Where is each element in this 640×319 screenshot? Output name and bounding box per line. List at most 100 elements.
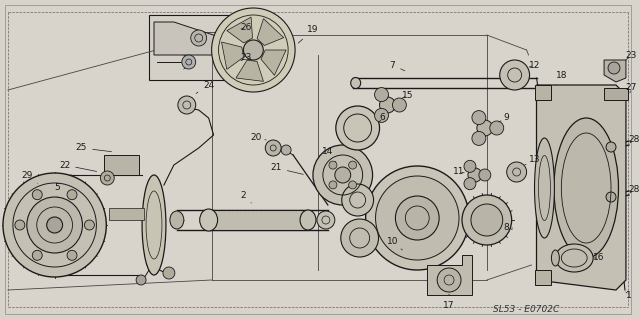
Circle shape <box>317 211 335 229</box>
Circle shape <box>437 268 461 292</box>
Circle shape <box>136 275 146 285</box>
Text: 17: 17 <box>444 294 455 309</box>
Text: 24: 24 <box>196 80 214 93</box>
Text: SL53 - E0702C: SL53 - E0702C <box>493 306 560 315</box>
Circle shape <box>335 167 351 183</box>
Text: 16: 16 <box>593 254 605 263</box>
Polygon shape <box>604 88 628 100</box>
Circle shape <box>462 195 511 245</box>
Text: 25: 25 <box>76 144 111 152</box>
Circle shape <box>3 173 106 277</box>
Polygon shape <box>604 60 626 82</box>
Circle shape <box>178 96 196 114</box>
Circle shape <box>500 60 529 90</box>
Circle shape <box>374 108 388 122</box>
Text: 23: 23 <box>625 50 637 60</box>
Circle shape <box>336 106 380 150</box>
Circle shape <box>477 120 493 136</box>
Ellipse shape <box>142 175 166 275</box>
Text: 28: 28 <box>628 136 639 145</box>
Ellipse shape <box>554 118 618 258</box>
Circle shape <box>468 168 482 182</box>
Text: 12: 12 <box>529 61 540 70</box>
Circle shape <box>67 190 77 200</box>
Circle shape <box>608 62 620 74</box>
Circle shape <box>376 176 459 260</box>
Ellipse shape <box>351 78 361 88</box>
Text: 27: 27 <box>625 84 637 93</box>
Polygon shape <box>209 210 308 230</box>
Circle shape <box>365 166 469 270</box>
Text: 8: 8 <box>504 224 513 233</box>
Polygon shape <box>261 50 286 75</box>
Ellipse shape <box>200 209 218 231</box>
Circle shape <box>606 192 616 202</box>
Circle shape <box>340 219 378 257</box>
Text: 22: 22 <box>59 160 97 171</box>
Circle shape <box>212 8 295 92</box>
Text: 26: 26 <box>241 23 252 32</box>
Circle shape <box>67 250 77 260</box>
Text: 11: 11 <box>453 167 465 176</box>
Text: 1: 1 <box>626 291 632 300</box>
Circle shape <box>374 88 388 102</box>
Polygon shape <box>536 85 626 290</box>
Circle shape <box>27 197 83 253</box>
Circle shape <box>479 169 491 181</box>
Ellipse shape <box>556 244 593 272</box>
Circle shape <box>342 184 374 216</box>
Text: 28: 28 <box>628 186 639 195</box>
Text: 2: 2 <box>241 190 252 203</box>
Text: 29: 29 <box>21 170 38 183</box>
Circle shape <box>163 267 175 279</box>
Circle shape <box>329 181 337 189</box>
Circle shape <box>281 145 291 155</box>
Circle shape <box>47 217 63 233</box>
Ellipse shape <box>534 138 554 238</box>
Text: 23: 23 <box>241 54 252 63</box>
Text: 21: 21 <box>271 164 303 174</box>
Text: 20: 20 <box>251 133 266 143</box>
Polygon shape <box>221 42 244 70</box>
Text: 15: 15 <box>401 91 413 100</box>
Circle shape <box>396 196 439 240</box>
Circle shape <box>32 190 42 200</box>
Circle shape <box>380 97 396 113</box>
Text: 13: 13 <box>525 155 540 165</box>
Circle shape <box>243 40 263 60</box>
Polygon shape <box>534 270 552 285</box>
Ellipse shape <box>300 210 316 230</box>
Circle shape <box>313 145 372 205</box>
Polygon shape <box>154 22 228 55</box>
Polygon shape <box>104 155 139 175</box>
Circle shape <box>84 220 94 230</box>
Text: 10: 10 <box>387 238 403 250</box>
Text: 14: 14 <box>322 147 336 162</box>
Polygon shape <box>257 19 284 46</box>
Polygon shape <box>227 17 253 43</box>
Ellipse shape <box>170 211 184 229</box>
Text: 5: 5 <box>55 182 61 197</box>
Text: 7: 7 <box>390 61 405 71</box>
Circle shape <box>191 30 207 46</box>
Polygon shape <box>534 85 552 100</box>
Text: 19: 19 <box>298 26 319 43</box>
Circle shape <box>349 181 356 189</box>
Circle shape <box>471 204 503 236</box>
Circle shape <box>349 161 356 169</box>
Circle shape <box>606 142 616 152</box>
Circle shape <box>507 162 527 182</box>
Circle shape <box>100 171 115 185</box>
Circle shape <box>490 121 504 135</box>
Circle shape <box>182 55 196 69</box>
Circle shape <box>464 178 476 190</box>
Text: 9: 9 <box>499 114 509 122</box>
Circle shape <box>329 161 337 169</box>
Polygon shape <box>236 60 264 81</box>
Bar <box>109 208 144 220</box>
Circle shape <box>32 250 42 260</box>
Circle shape <box>392 98 406 112</box>
Circle shape <box>472 131 486 145</box>
Circle shape <box>15 220 25 230</box>
Polygon shape <box>428 255 472 295</box>
